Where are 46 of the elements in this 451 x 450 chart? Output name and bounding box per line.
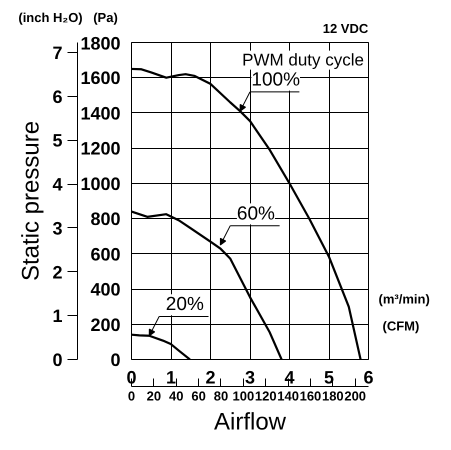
x2-tick-label: 60: [191, 388, 206, 404]
y-tick-label: 1: [52, 306, 63, 326]
x2-tick-label: 140: [277, 388, 299, 404]
y2-tick-label: 1000: [80, 174, 121, 194]
y-tick-label: 3: [52, 218, 63, 238]
x2-tick-label: 40: [169, 388, 184, 404]
x-tick-label: 2: [205, 368, 216, 388]
y2-tick-label: 1600: [80, 68, 121, 88]
y2-tick-label: 200: [90, 314, 121, 335]
y-tick-label: 2: [52, 262, 63, 282]
y2-tick-label: 1400: [80, 103, 121, 124]
y2-tick-label: 1200: [80, 138, 121, 159]
annotation: 20%: [166, 294, 204, 316]
x-tick-label: 6: [363, 368, 374, 388]
y2-tick-label: 400: [90, 280, 121, 300]
x-tick-label: 1: [166, 368, 176, 388]
x2-tick-label: 180: [322, 388, 344, 404]
annotation: 100%: [251, 70, 300, 91]
x2-tick-label: 160: [300, 388, 322, 404]
y-tick-label: 6: [52, 86, 63, 107]
x2-tick-label: 20: [146, 388, 162, 404]
y-axis-title: Static pressure: [17, 120, 44, 282]
y2-tick-label: 0: [110, 350, 121, 370]
x2-tick-label: 120: [254, 388, 277, 404]
annotation: 60%: [236, 203, 276, 224]
x-axis-title: Airflow: [214, 408, 287, 436]
annotation: PWM duty cycle: [242, 50, 364, 70]
x2-tick-label: 200: [344, 388, 366, 404]
y-tick-label: 4: [52, 174, 63, 195]
y2-tick-label: 1800: [80, 34, 121, 54]
x2-tick-label: 100: [232, 388, 254, 404]
text: (m³/min): [378, 291, 430, 306]
text: 12 VDC: [322, 21, 369, 36]
text: (Pa): [93, 10, 118, 25]
y-tick-label: 0: [52, 350, 63, 370]
y-tick-label: 7: [52, 42, 63, 63]
y-tick-label: 5: [52, 130, 63, 151]
text: (CFM): [382, 318, 420, 334]
x2-tick-label: 0: [128, 388, 136, 404]
text: (inch H₂O): [18, 10, 83, 25]
x2-tick-label: 80: [214, 388, 228, 404]
x-tick-label: 0: [126, 368, 137, 388]
y2-tick-label: 800: [90, 209, 121, 230]
x-tick-label: 3: [244, 368, 256, 388]
y2-tick-label: 600: [90, 244, 121, 264]
x-tick-label: 4: [284, 368, 295, 388]
